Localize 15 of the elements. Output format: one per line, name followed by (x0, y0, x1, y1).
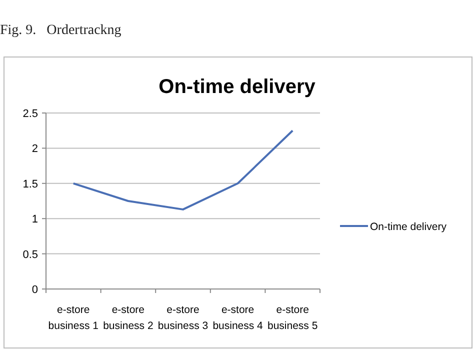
y-tick-label: 1.5 (22, 178, 38, 190)
y-tick-label: 0 (32, 284, 38, 296)
x-tick-label: e-store business 2 (103, 304, 154, 332)
y-tick-label: 0.5 (22, 248, 38, 261)
line-series (72, 130, 294, 210)
y-tick-label: 2 (32, 143, 38, 156)
x-tick-label: e-store business 1 (48, 304, 99, 332)
y-tick-label: 2.5 (22, 108, 38, 120)
chart-title: On-time delivery (158, 76, 316, 98)
caption: Fig. 9. Ordertrackng (0, 23, 122, 38)
y-tick-label: 1 (32, 214, 38, 226)
x-tick-label: e-store business 5 (268, 304, 318, 332)
legend-label: On-time delivery (370, 221, 448, 233)
x-tick-label: e-store business 4 (212, 304, 264, 332)
x-tick-label: e-store business 3 (158, 304, 208, 332)
